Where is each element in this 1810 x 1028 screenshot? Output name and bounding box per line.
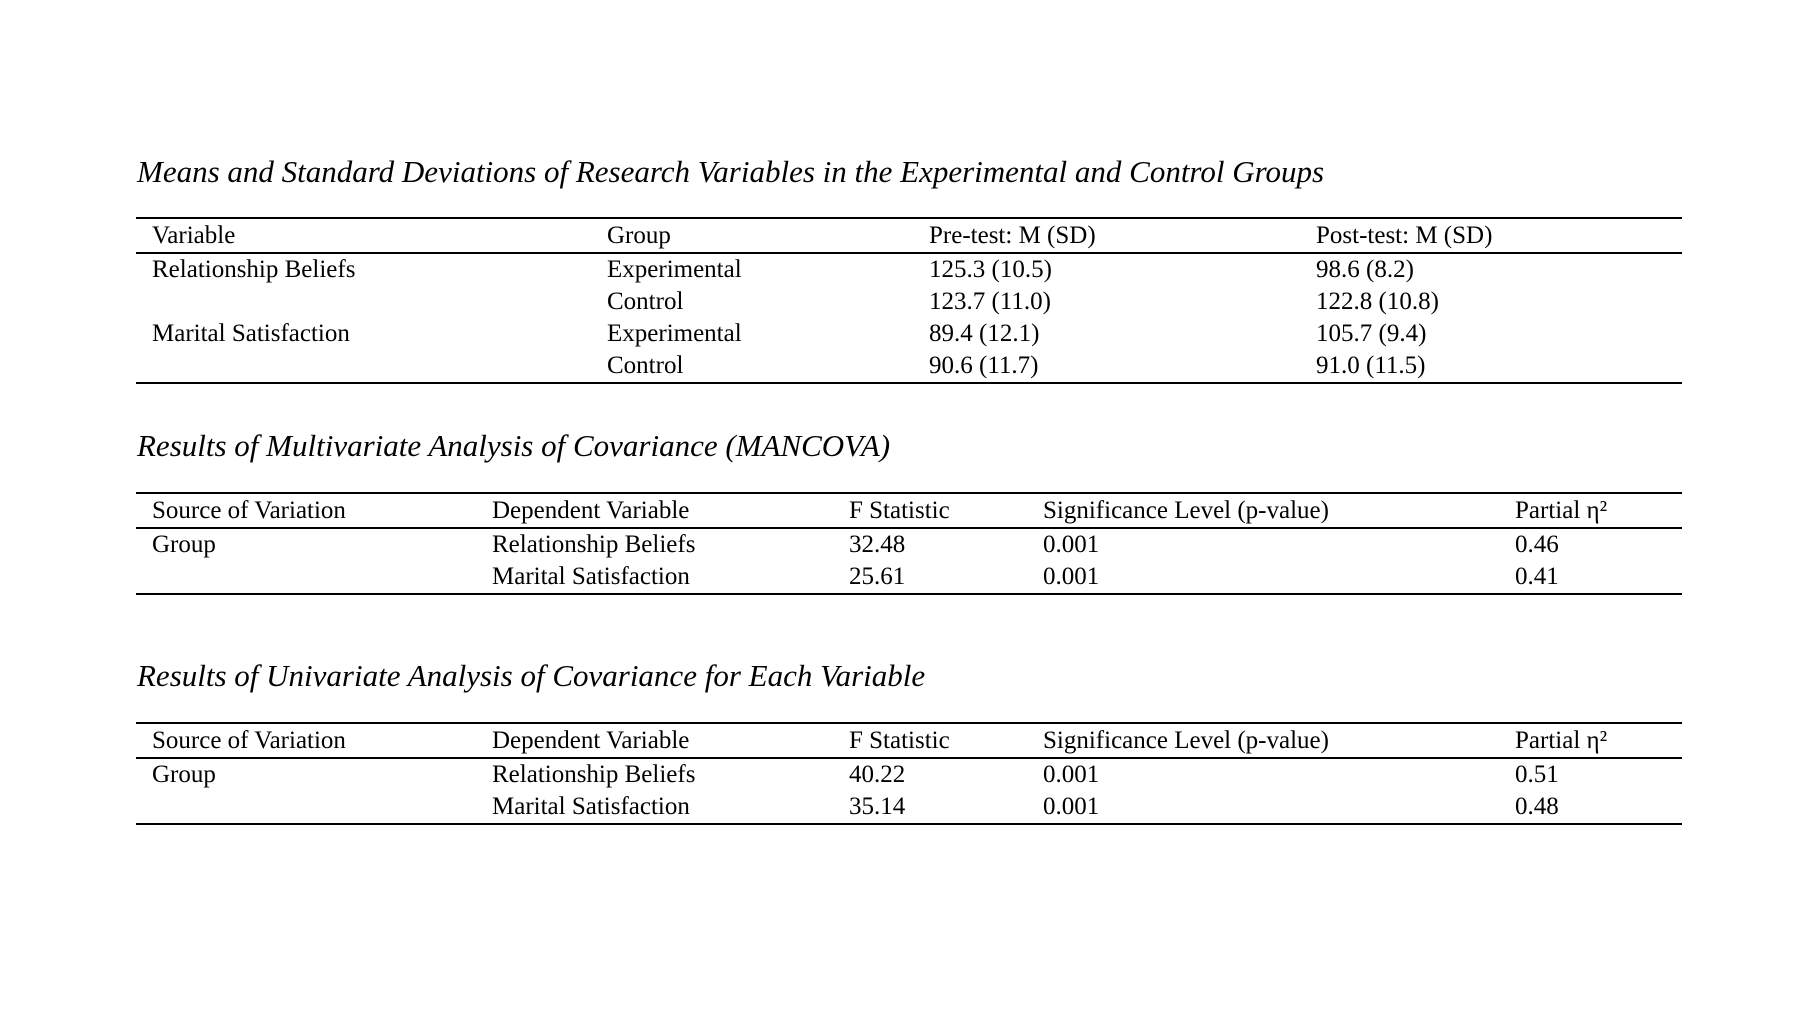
column-header-dependent-variable: Dependent Variable — [476, 493, 833, 529]
table-row: Marital Satisfaction 35.14 0.001 0.48 — [136, 791, 1682, 824]
table-header-row: Variable Group Pre-test: M (SD) Post-tes… — [136, 218, 1682, 254]
table-row: Marital Satisfaction Experimental 89.4 (… — [136, 318, 1682, 350]
table-cell: 35.14 — [849, 793, 906, 820]
table-cell: 32.48 — [849, 531, 906, 558]
table-cell — [136, 286, 591, 318]
table-cell: Group — [152, 761, 216, 788]
table-cell: 91.0 (11.5) — [1316, 352, 1426, 379]
table-cell: 105.7 (9.4) — [1316, 320, 1427, 347]
column-header-pretest: Pre-test: M (SD) — [913, 218, 1300, 254]
table-row: Marital Satisfaction 25.61 0.001 0.41 — [136, 561, 1682, 594]
table-header-row: Source of Variation Dependent Variable F… — [136, 493, 1682, 529]
table-row: Control 123.7 (11.0) 122.8 (10.8) — [136, 286, 1682, 318]
table-cell: Experimental — [607, 256, 742, 283]
mancova-table: Source of Variation Dependent Variable F… — [136, 492, 1682, 595]
table-cell — [136, 561, 476, 594]
table-cell — [136, 350, 591, 383]
table-cell: 0.001 — [1043, 563, 1100, 590]
table-cell: 0.46 — [1515, 531, 1559, 558]
table-row: Group Relationship Beliefs 40.22 0.001 0… — [136, 758, 1682, 791]
column-header-source: Source of Variation — [136, 723, 476, 759]
column-header-significance: Significance Level (p-value) — [1027, 493, 1499, 529]
table-cell: Group — [152, 531, 216, 558]
table-header-row: Source of Variation Dependent Variable F… — [136, 723, 1682, 759]
table-cell: 123.7 (11.0) — [929, 288, 1051, 315]
table-cell: Relationship Beliefs — [152, 256, 356, 283]
column-header-variable: Variable — [136, 218, 591, 254]
table-cell: 122.8 (10.8) — [1316, 288, 1439, 315]
table-cell: 0.001 — [1043, 761, 1100, 788]
column-header-f-statistic: F Statistic — [833, 723, 1027, 759]
column-header-dependent-variable: Dependent Variable — [476, 723, 833, 759]
column-header-group: Group — [591, 218, 913, 254]
table-cell: 0.001 — [1043, 531, 1100, 558]
table-cell: Relationship Beliefs — [492, 531, 696, 558]
table-row: Group Relationship Beliefs 32.48 0.001 0… — [136, 528, 1682, 561]
table-row: Control 90.6 (11.7) 91.0 (11.5) — [136, 350, 1682, 383]
table-cell — [136, 791, 476, 824]
column-header-posttest: Post-test: M (SD) — [1300, 218, 1682, 254]
column-header-source: Source of Variation — [136, 493, 476, 529]
ancova-table: Source of Variation Dependent Variable F… — [136, 722, 1682, 825]
table-cell: 0.51 — [1515, 761, 1559, 788]
column-header-significance: Significance Level (p-value) — [1027, 723, 1499, 759]
table-title-ancova: Results of Univariate Analysis of Covari… — [137, 658, 926, 693]
table-cell: 25.61 — [849, 563, 906, 590]
table-cell: Marital Satisfaction — [492, 793, 690, 820]
column-header-f-statistic: F Statistic — [833, 493, 1027, 529]
table-cell: 40.22 — [849, 761, 906, 788]
table-cell: 89.4 (12.1) — [929, 320, 1040, 347]
table-cell: Marital Satisfaction — [152, 320, 350, 347]
table-cell: 0.48 — [1515, 793, 1559, 820]
table-cell: 90.6 (11.7) — [929, 352, 1039, 379]
means-sd-table: Variable Group Pre-test: M (SD) Post-tes… — [136, 217, 1682, 384]
column-header-partial-eta: Partial η² — [1499, 493, 1682, 529]
table-cell: Relationship Beliefs — [492, 761, 696, 788]
table-cell: 0.41 — [1515, 563, 1559, 590]
table-row: Relationship Beliefs Experimental 125.3 … — [136, 253, 1682, 286]
table-title-means-sd: Means and Standard Deviations of Researc… — [137, 154, 1325, 189]
table-cell: Control — [607, 352, 684, 379]
table-cell: 125.3 (10.5) — [929, 256, 1052, 283]
table-cell: 98.6 (8.2) — [1316, 256, 1414, 283]
table-cell: 0.001 — [1043, 793, 1100, 820]
table-cell: Control — [607, 288, 684, 315]
table-cell: Marital Satisfaction — [492, 563, 690, 590]
table-cell: Experimental — [607, 320, 742, 347]
column-header-partial-eta: Partial η² — [1499, 723, 1682, 759]
table-title-mancova: Results of Multivariate Analysis of Cova… — [137, 428, 891, 463]
